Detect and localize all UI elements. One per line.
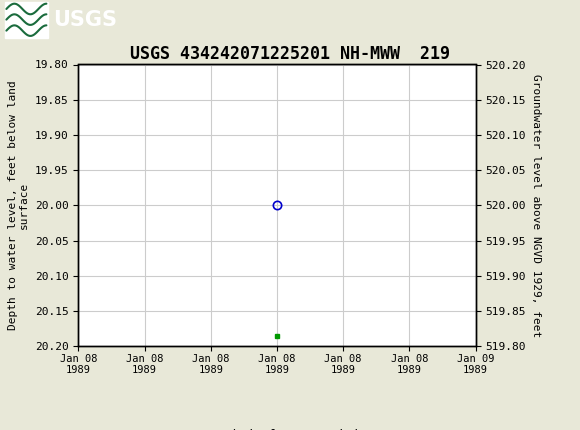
Text: USGS: USGS bbox=[53, 9, 117, 30]
Y-axis label: Depth to water level, feet below land
surface: Depth to water level, feet below land su… bbox=[8, 80, 29, 330]
Legend: Period of approved data: Period of approved data bbox=[168, 424, 386, 430]
Text: USGS 434242071225201 NH-MWW  219: USGS 434242071225201 NH-MWW 219 bbox=[130, 45, 450, 63]
FancyBboxPatch shape bbox=[5, 3, 48, 38]
Y-axis label: Groundwater level above NGVD 1929, feet: Groundwater level above NGVD 1929, feet bbox=[531, 74, 541, 337]
